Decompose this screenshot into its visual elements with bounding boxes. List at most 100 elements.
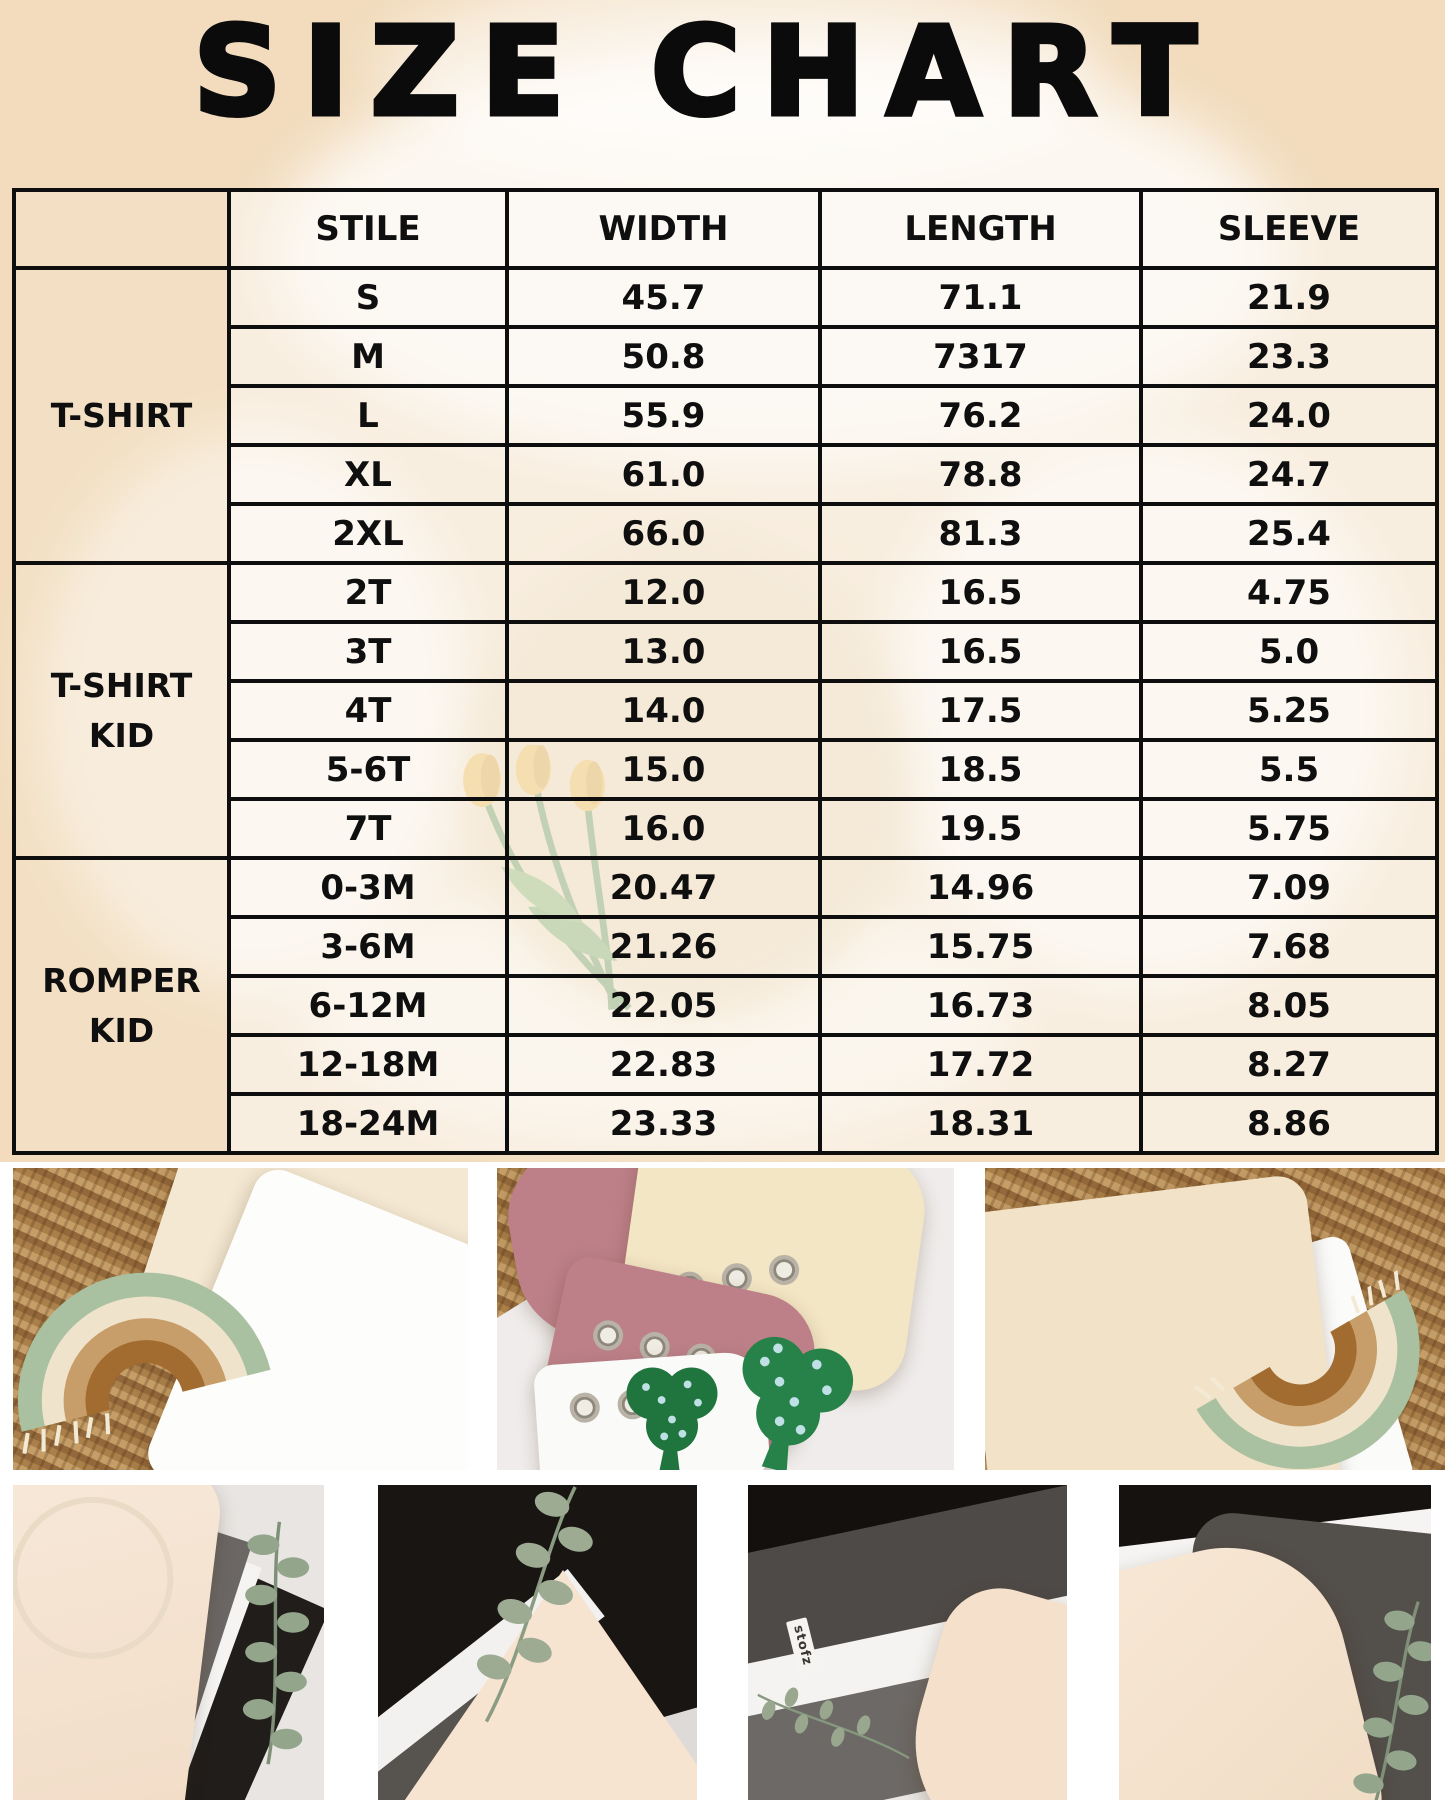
size-row: 12-18M 22.83 17.72 8.27 [14,1033,1439,1096]
size-cell: 7T [227,797,509,860]
size-row: T-SHIRT KID 2T 12.0 16.5 4.75 [12,561,1439,860]
header-cell-sleeve: SLEEVE [1139,188,1439,270]
size-cell: 6-12M [227,974,509,1037]
size-table-header-row: STILE WIDTH LENGTH SLEEVE [12,188,1439,270]
header-cell-width: WIDTH [505,188,822,270]
size-row: ROMPER KID 0-3M 20.47 14.96 7.09 [12,856,1439,1155]
size-cell: S [227,266,509,329]
size-row: 4T 14.0 17.5 5.25 [14,679,1439,742]
size-row: 3-6M 21.26 15.75 7.68 [14,915,1439,978]
macrame-rainbow-toy [1193,1270,1420,1469]
photo-stacked-tees-cream [1119,1485,1431,1800]
size-cell: 5.0 [1139,620,1439,683]
size-cell: 18-24M [227,1092,509,1155]
size-cell: 8.86 [1139,1092,1439,1155]
size-cell: 7317 [818,325,1143,388]
size-cell: 20.47 [505,856,822,919]
size-row: 3T 13.0 16.5 5.0 [14,620,1439,683]
header-cell-group [12,188,231,270]
size-cell: 55.9 [505,384,822,447]
size-cell: 7.68 [1139,915,1439,978]
size-cell: 14.0 [505,679,822,742]
size-cell: 5-6T [227,738,509,801]
size-cell: 21.9 [1139,266,1439,329]
size-cell: 5.5 [1139,738,1439,801]
size-cell: 15.0 [505,738,822,801]
photo-stacked-tees-label: stofz [748,1485,1067,1800]
size-chart-section: SIZE CHART STILE WIDTH LENGTH SLEEVE T-S… [0,0,1445,1162]
size-cell: 7.09 [1139,856,1439,919]
size-cell: 13.0 [505,620,822,683]
size-table: STILE WIDTH LENGTH SLEEVE T-SHIRT S 45.7 71… [12,188,1439,1155]
size-cell: 2XL [227,502,509,565]
photo-stacked-tees-hood [13,1485,324,1800]
size-cell: 17.72 [818,1033,1143,1096]
size-cell: 16.73 [818,974,1143,1037]
size-cell: 8.05 [1139,974,1439,1037]
size-cell: 16.5 [818,620,1143,683]
size-cell: 4.75 [1139,561,1439,624]
size-row: XL 61.0 78.8 24.7 [14,443,1439,506]
size-cell: 24.7 [1139,443,1439,506]
size-cell: 21.26 [505,915,822,978]
size-cell: 66.0 [505,502,822,565]
eucalyptus-branch [757,1687,910,1760]
size-cell: 17.5 [818,679,1143,742]
eucalyptus-branch [1353,1601,1431,1800]
eucalyptus-branch [476,1486,593,1723]
hood-fold [13,1487,183,1669]
size-cell: 12.0 [505,561,822,624]
group-label-cell: ROMPER KID [12,856,231,1155]
size-row: 5-6T 15.0 18.5 5.5 [14,738,1439,801]
size-cell: 3T [227,620,509,683]
size-cell: 71.1 [818,266,1143,329]
size-cell: XL [227,443,509,506]
size-cell: 76.2 [818,384,1143,447]
size-cell: 22.05 [505,974,822,1037]
size-cell: 12-18M [227,1033,509,1096]
size-cell: 24.0 [1139,384,1439,447]
size-cell: 2T [227,561,509,624]
size-cell: 78.8 [818,443,1143,506]
shamrock-decoration [742,1336,854,1470]
size-cell: 22.83 [505,1033,822,1096]
size-row: 6-12M 22.05 16.73 8.05 [14,974,1439,1037]
photo-rompers-shamrocks [497,1168,954,1470]
photo-shirts-rainbow [985,1168,1445,1470]
size-cell: 14.96 [818,856,1143,919]
size-cell: 0-3M [227,856,509,919]
photo-kids-shirts-rainbow [13,1168,468,1470]
size-cell: 61.0 [505,443,822,506]
header-cell-length: LENGTH [818,188,1143,270]
size-cell: 3-6M [227,915,509,978]
macrame-rainbow-toy [17,1272,271,1454]
size-row: 7T 16.0 19.5 5.75 [14,797,1439,860]
size-row: L 55.9 76.2 24.0 [14,384,1439,447]
size-cell: 5.75 [1139,797,1439,860]
eucalyptus-branch [242,1521,310,1765]
size-cell: 19.5 [818,797,1143,860]
size-cell: 23.33 [505,1092,822,1155]
size-cell: 8.27 [1139,1033,1439,1096]
group-label-cell: T-SHIRT [12,266,231,565]
size-cell: 25.4 [1139,502,1439,565]
size-cell: 18.5 [818,738,1143,801]
size-cell: 81.3 [818,502,1143,565]
page-title: SIZE CHART [191,1,1219,143]
size-row: 18-24M 23.33 18.31 8.86 [14,1092,1439,1155]
size-cell: L [227,384,509,447]
photo-row-1 [13,1168,1445,1470]
group-label-cell: T-SHIRT KID [12,561,231,860]
size-cell: 16.0 [505,797,822,860]
photo-row-2: stofz [13,1485,1445,1800]
size-cell: 50.8 [505,325,822,388]
size-cell: 45.7 [505,266,822,329]
size-table-body: STILE WIDTH LENGTH SLEEVE T-SHIRT S 45.7 71… [12,188,1439,1155]
size-cell: 16.5 [818,561,1143,624]
size-row: M 50.8 7317 23.3 [14,325,1439,388]
size-cell: 4T [227,679,509,742]
size-cell: 15.75 [818,915,1143,978]
size-row: T-SHIRT S 45.7 71.1 21.9 [12,266,1439,565]
size-row: 2XL 66.0 81.3 25.4 [14,502,1439,565]
size-cell: 23.3 [1139,325,1439,388]
